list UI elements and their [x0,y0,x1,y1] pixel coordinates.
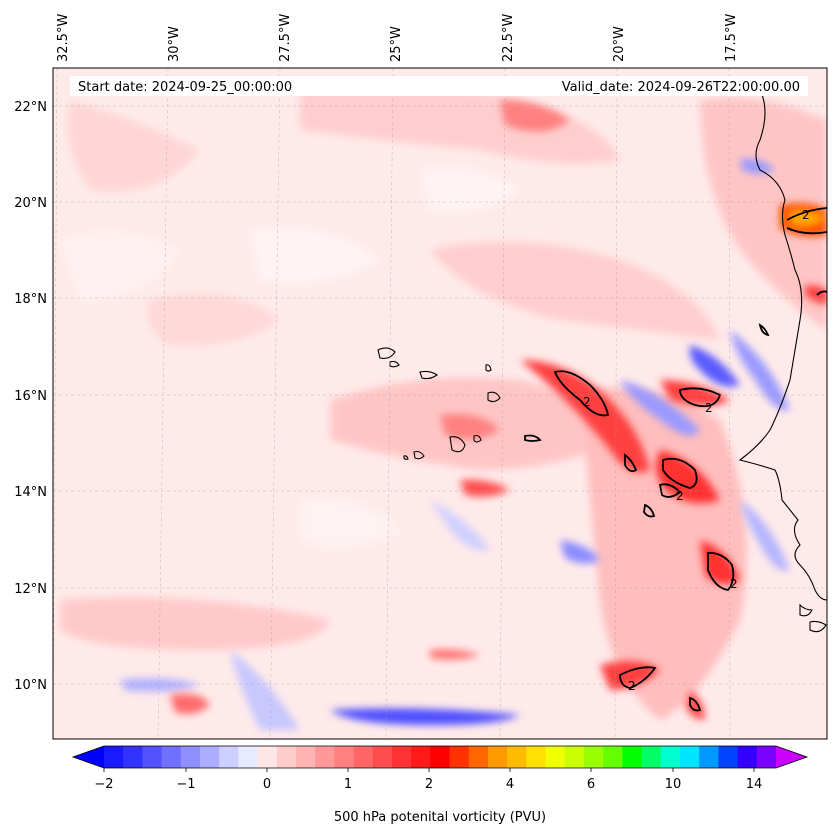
colorbar-cell [430,746,451,768]
lat-label: 10°N [14,678,47,693]
colorbar-cell [468,746,489,768]
colorbar-cell [756,746,777,768]
colorbar-tick-label: 10 [665,777,682,792]
colorbar-cell [257,746,278,768]
graticule [53,68,827,739]
contour-label: 2 [730,577,738,591]
pv-contour-labels: 2 2 2 2 2 2 [583,208,810,693]
lat-label: 18°N [14,292,47,307]
colorbar-cell [584,746,604,768]
colorbar-cell [392,746,412,768]
colorbar-cell [276,746,297,768]
colorbar-cell [411,746,431,768]
colorbar-cell [545,746,566,768]
colorbar-tick-label: 2 [425,777,433,792]
colorbar-over-arrow [776,746,807,768]
colorbar-tick-label: 1 [344,777,352,792]
latitude-labels: 22°N 20°N 18°N 16°N 14°N 12°N 10°N [14,100,47,693]
colorbar-cell [296,746,316,768]
contour-label: 2 [628,679,636,693]
lon-label: 25°W [389,26,404,62]
colorbar-cell [660,746,681,768]
lon-label: 32.5°W [56,14,71,62]
lat-label: 14°N [14,485,47,500]
lat-label: 22°N [14,100,47,115]
colorbar-cell [507,746,527,768]
contour-label: 2 [676,489,684,503]
lon-label: 22.5°W [501,14,516,62]
colorbar-tick-labels: −2 −1 0 1 2 4 6 10 14 [94,777,762,792]
colorbar-cell [680,746,700,768]
colorbar-cell [488,746,508,768]
cape-verde-islands [377,347,501,460]
colorbar-cell [699,746,719,768]
lat-label: 12°N [14,582,47,597]
colorbar-cell [161,746,182,768]
colorbar-tick-label: 6 [587,777,595,792]
colorbar-cell [641,746,662,768]
lon-label: 20°W [612,26,627,62]
colorbar-cell [200,746,220,768]
colorbar-cell [526,746,547,768]
colorbar-tick-label: 14 [746,777,763,792]
colorbar-tick-label: −1 [176,777,195,792]
colorbar-under-arrow [73,746,104,768]
colorbar-cell [603,746,623,768]
pv-2-contours [524,207,827,712]
colorbar-cell [180,746,201,768]
colorbar: −2 −1 0 1 2 4 6 10 14 500 hPa potenital … [71,745,809,825]
contour-label: 2 [583,395,591,409]
colorbar-cell [123,746,143,768]
pv-field: 2 2 2 2 2 2 [53,68,827,739]
colorbar-cell [737,746,758,768]
contour-label: 2 [802,208,810,222]
colorbar-cell [104,746,124,768]
lat-label: 16°N [14,389,47,404]
start-date-label: Start date: 2024-09-25_00:00:00 [78,80,292,95]
colorbar-cell [564,746,585,768]
colorbar-cell [315,746,335,768]
map-panel: 2 2 2 2 2 2 [52,67,828,740]
colorbar-tick-label: 0 [263,777,271,792]
colorbar-cell [219,746,239,768]
colorbar-cell [718,746,739,768]
colorbar-cell [353,746,374,768]
valid-date-label: Valid_date: 2024-09-26T22:00:00.00 [562,80,800,95]
info-box [70,76,808,96]
colorbar-label: 500 hPa potenital vorticity (PVU) [334,810,546,825]
colorbar-cell [449,746,470,768]
colorbar-cell [622,746,643,768]
lon-label: 17.5°W [724,14,739,62]
map-frame [52,67,828,740]
colorbar-tick-label: −2 [94,777,113,792]
colorbar-cell [372,746,393,768]
colorbar-cell [238,746,259,768]
lon-label: 30°W [167,26,182,62]
colorbar-cell [142,746,163,768]
lat-label: 20°N [14,196,47,211]
colorbar-cells [104,746,777,768]
longitude-labels: 32.5°W 30°W 27.5°W 25°W 22.5°W 20°W 17.5… [56,14,739,62]
colorbar-cell [334,746,355,768]
coastline [738,89,827,633]
lon-label: 27.5°W [278,14,293,62]
contour-label: 2 [705,401,713,415]
colorbar-ticks [103,768,755,772]
colorbar-tick-label: 4 [506,777,514,792]
